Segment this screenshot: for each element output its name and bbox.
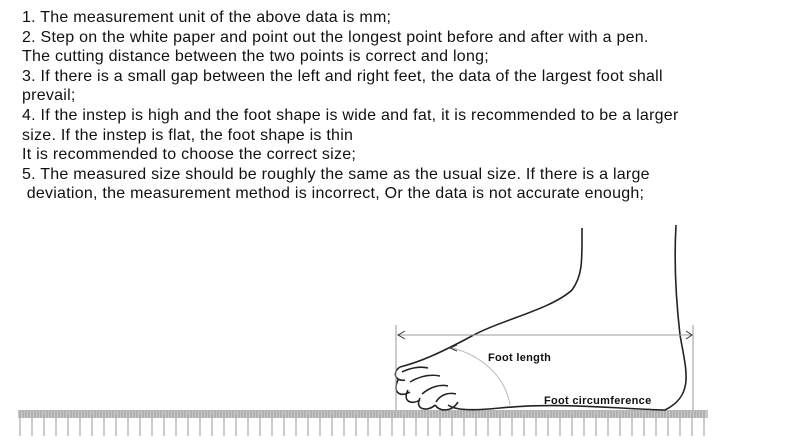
- ruler: [18, 410, 708, 436]
- instruction-line: 3. If there is a small gap between the l…: [22, 67, 663, 85]
- measurement-lines: [395, 325, 694, 410]
- instruction-line: 5. The measured size should be roughly t…: [22, 165, 650, 183]
- foot-circumference-label: Foot circumference: [544, 395, 652, 407]
- instruction-line: It is recommended to choose the correct …: [22, 146, 357, 164]
- instruction-line: 1. The measurement unit of the above dat…: [22, 9, 392, 26]
- instruction-line: prevail;: [22, 87, 76, 105]
- foot-length-label: Foot length: [488, 352, 552, 364]
- instruction-line: 4. If the instep is high and the foot sh…: [22, 106, 679, 124]
- measurement-instructions: 1. The measurement unit of the above dat…: [22, 8, 790, 204]
- foot-outline: [394, 224, 687, 411]
- instruction-line: 2. Step on the white paper and point out…: [22, 28, 649, 46]
- instruction-line: size. If the instep is flat, the foot sh…: [22, 126, 354, 144]
- instruction-line: deviation, the measurement method is inc…: [22, 185, 645, 203]
- instruction-line: The cutting distance between the two poi…: [22, 48, 489, 66]
